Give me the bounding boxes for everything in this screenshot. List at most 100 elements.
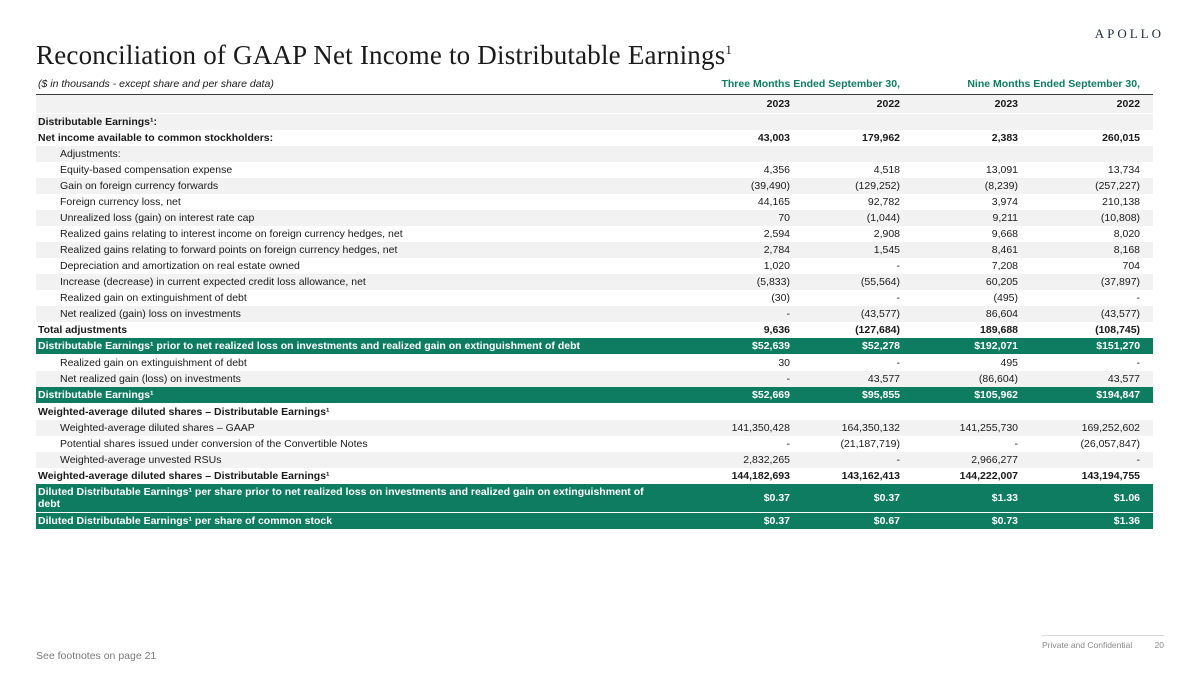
- value-cell: (37,897): [1100, 276, 1141, 288]
- value-cell: [913, 114, 1031, 131]
- value-cell: 2,908: [873, 228, 901, 240]
- units-note: ($ in thousands - except share and per s…: [36, 78, 660, 95]
- value-cell: 3,974: [991, 196, 1019, 208]
- value-cell: 70: [778, 212, 790, 224]
- value-cell: [1031, 146, 1153, 162]
- value-cell: 141,255,730: [959, 422, 1019, 434]
- table-row: Distributable Earnings¹ $52,669 $95,855 $10…: [36, 387, 1154, 404]
- table-row: Unrealized loss (gain) on interest rate …: [36, 210, 1154, 226]
- confidentiality-label: Private and Confidential: [1042, 640, 1133, 650]
- value-cell: 144,182,693: [731, 470, 790, 482]
- value-cell: [660, 146, 803, 162]
- value-cell: (8,239): [984, 180, 1019, 192]
- table-row: Foreign currency loss, net 44,165 92,782 3,…: [36, 194, 1153, 210]
- value-cell: 92,782: [867, 196, 901, 208]
- value-cell: -: [786, 373, 791, 385]
- value-cell: [1031, 404, 1153, 421]
- row-label: Total adjustments: [38, 324, 128, 336]
- table-row: Depreciation and amortization on real es…: [36, 258, 1153, 274]
- row-label: Weighted-average diluted shares – GAAP: [60, 422, 255, 434]
- reconciliation-table: ($ in thousands - except share and per s…: [36, 78, 1154, 530]
- value-cell: (257,227): [1095, 180, 1141, 192]
- value-cell: (43,577): [860, 308, 901, 320]
- value-cell: 43,577: [867, 373, 901, 385]
- year-header-q3-2022: 2022: [803, 94, 914, 114]
- page-title-text: Reconciliation of GAAP Net Income to Dis…: [36, 40, 726, 70]
- value-cell: -: [1136, 454, 1141, 466]
- row-label: Diluted Distributable Earnings¹ per shar…: [36, 484, 660, 513]
- value-cell: -: [786, 438, 791, 450]
- value-cell: $105,962: [913, 387, 1032, 404]
- value-cell: 44,165: [757, 196, 790, 208]
- table-row: Weighted-average diluted shares – Distri…: [36, 404, 1153, 421]
- value-cell: $194,847: [1031, 387, 1154, 404]
- row-label: Distributable Earnings¹ prior to net rea…: [36, 338, 660, 355]
- year-header-row: 2023 2022 2023 2022: [36, 94, 1154, 114]
- value-cell: -: [896, 260, 901, 272]
- value-cell: 141,350,428: [731, 422, 790, 434]
- value-cell: 260,015: [1102, 132, 1141, 144]
- row-label: Net realized (gain) loss on investments: [60, 308, 241, 320]
- page-number: 20: [1154, 640, 1164, 650]
- row-label: Foreign currency loss, net: [60, 196, 181, 208]
- year-header-q3-2023: 2023: [660, 94, 803, 114]
- value-cell: (495): [993, 292, 1019, 304]
- table-row: Net income available to common stockhold…: [36, 130, 1153, 146]
- value-cell: 495: [1000, 357, 1019, 369]
- value-cell: 8,168: [1113, 244, 1141, 256]
- page-title-footnote-marker: 1: [725, 42, 733, 57]
- table-row: Adjustments:: [36, 146, 1154, 162]
- value-cell: -: [786, 308, 791, 320]
- value-cell: [660, 114, 803, 131]
- footer-right: Private and Confidential 20: [1042, 635, 1164, 650]
- value-cell: $95,855: [803, 387, 914, 404]
- value-cell: 86,604: [985, 308, 1019, 320]
- value-cell: [803, 404, 913, 421]
- table-row: Potential shares issued under conversion…: [36, 436, 1153, 452]
- table-row: Realized gain on extinguishment of debt 3…: [36, 355, 1153, 372]
- period-header-nine-months: Nine Months Ended September 30,: [913, 78, 1154, 95]
- table-row: Equity-based compensation expense 4,356 4,…: [36, 162, 1153, 178]
- value-cell: 13,734: [1107, 164, 1141, 176]
- row-label: Distributable Earnings¹:: [38, 116, 158, 128]
- value-cell: $192,071: [913, 338, 1032, 355]
- value-cell: [660, 404, 803, 421]
- value-cell: (1,044): [866, 212, 901, 224]
- table-row: Net realized (gain) loss on investments -…: [36, 306, 1154, 322]
- value-cell: 169,252,602: [1081, 422, 1141, 434]
- row-label: Realized gain on extinguishment of debt: [60, 357, 247, 369]
- value-cell: 164,350,132: [841, 422, 901, 434]
- value-cell: -: [896, 292, 901, 304]
- value-cell: $1.33: [913, 484, 1032, 513]
- table-row: Distributable Earnings¹:: [36, 113, 1154, 131]
- value-cell: $0.37: [660, 484, 803, 513]
- row-label: Realized gains relating to forward point…: [60, 244, 398, 256]
- table-body: Distributable Earnings¹: Net income avail…: [36, 113, 1154, 530]
- value-cell: 8,020: [1113, 228, 1141, 240]
- value-cell: 179,962: [862, 132, 901, 144]
- value-cell: $1.36: [1031, 512, 1154, 530]
- value-cell: $0.67: [803, 512, 914, 530]
- page-title: Reconciliation of GAAP Net Income to Dis…: [36, 40, 732, 71]
- value-cell: -: [1136, 357, 1141, 369]
- value-cell: 9,668: [991, 228, 1019, 240]
- table-row: Total adjustments 9,636 (127,684) 189,688 (1…: [36, 322, 1153, 338]
- value-cell: 9,211: [992, 212, 1019, 224]
- year-header-9m-2023: 2023: [913, 94, 1032, 114]
- value-cell: 4,356: [763, 164, 790, 176]
- value-cell: (26,057,847): [1080, 438, 1141, 450]
- footnote-reference: See footnotes on page 21: [36, 650, 157, 662]
- value-cell: (127,684): [855, 324, 901, 336]
- value-cell: 143,194,755: [1081, 470, 1141, 482]
- value-cell: 144,222,007: [959, 470, 1019, 482]
- value-cell: $52,669: [660, 387, 803, 404]
- value-cell: 2,966,277: [971, 454, 1019, 466]
- row-label: Increase (decrease) in current expected …: [60, 276, 366, 288]
- value-cell: 2,594: [763, 228, 790, 240]
- table-row: Net realized gain (loss) on investments -…: [36, 371, 1154, 387]
- table-row: Increase (decrease) in current expected …: [36, 274, 1154, 290]
- table-row: Weighted-average diluted shares – Distri…: [36, 468, 1153, 484]
- row-label: Distributable Earnings¹: [36, 387, 660, 404]
- table-row: Weighted-average unvested RSUs 2,832,265 -…: [36, 452, 1154, 468]
